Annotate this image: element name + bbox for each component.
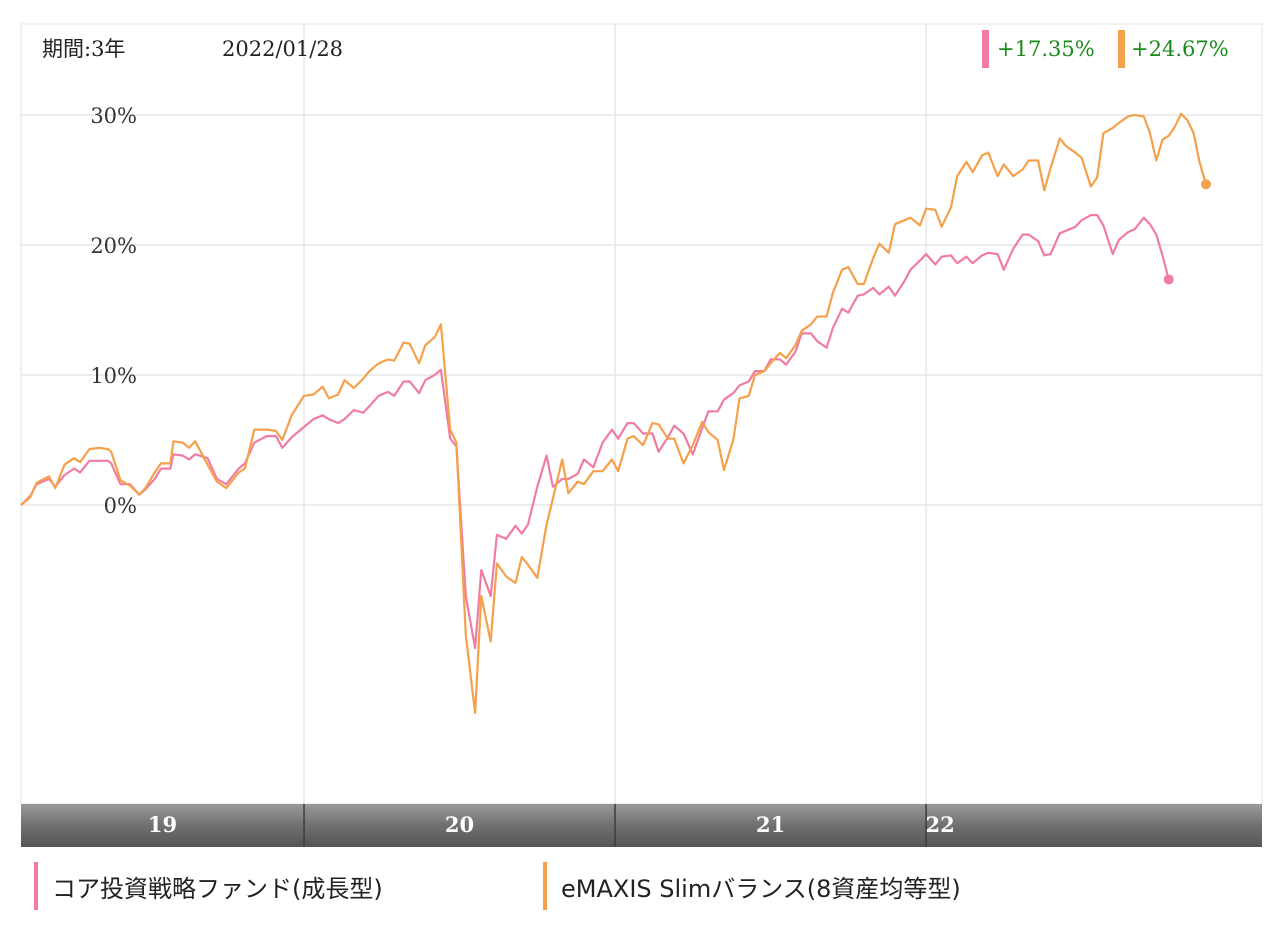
legend-swatch-2 bbox=[543, 862, 547, 910]
series-line-2 bbox=[20, 112, 1208, 715]
legend-label-1: コア投資戦略ファンド(成長型) bbox=[52, 874, 383, 903]
y-tick-label: 30% bbox=[90, 104, 137, 128]
y-tick-label: 10% bbox=[90, 364, 137, 388]
x-tick-label: 20 bbox=[445, 812, 474, 837]
y-tick-label: 20% bbox=[90, 234, 137, 258]
x-tick-label: 22 bbox=[925, 812, 954, 837]
return-marker-2 bbox=[1118, 30, 1125, 68]
return-value-2: +24.67% bbox=[1131, 37, 1229, 61]
series-line-1 bbox=[20, 214, 1170, 650]
y-axis-tick-labels: 0% 10% 20% 30% bbox=[90, 104, 137, 518]
return-marker-1 bbox=[982, 30, 989, 68]
x-axis-band-background bbox=[21, 804, 1262, 847]
plot-background bbox=[20, 23, 1263, 805]
legend-label-2: eMAXIS Slimバランス(8資産均等型) bbox=[561, 874, 961, 903]
x-tick-label: 21 bbox=[756, 812, 785, 837]
y-tick-label: 0% bbox=[104, 494, 137, 518]
series-lines bbox=[20, 112, 1212, 715]
x-tick-label: 19 bbox=[148, 812, 177, 837]
legend-item-1: コア投資戦略ファンド(成長型) bbox=[34, 862, 383, 910]
legend-item-2: eMAXIS Slimバランス(8資産均等型) bbox=[543, 862, 961, 910]
legend-swatch-1 bbox=[34, 862, 38, 910]
gridlines bbox=[21, 24, 1262, 804]
series-end-point-1 bbox=[1163, 274, 1174, 285]
date-label: 2022/01/28 bbox=[222, 37, 343, 61]
x-axis-band: 19 20 21 22 bbox=[21, 804, 1262, 847]
period-label: 期間:3年 bbox=[42, 37, 125, 61]
return-value-1: +17.35% bbox=[997, 37, 1095, 61]
series-end-point-2 bbox=[1201, 179, 1212, 190]
performance-chart: 0% 10% 20% 30% 19 20 21 22 期間:3年 2022/01/28 +1… bbox=[20, 23, 1263, 847]
